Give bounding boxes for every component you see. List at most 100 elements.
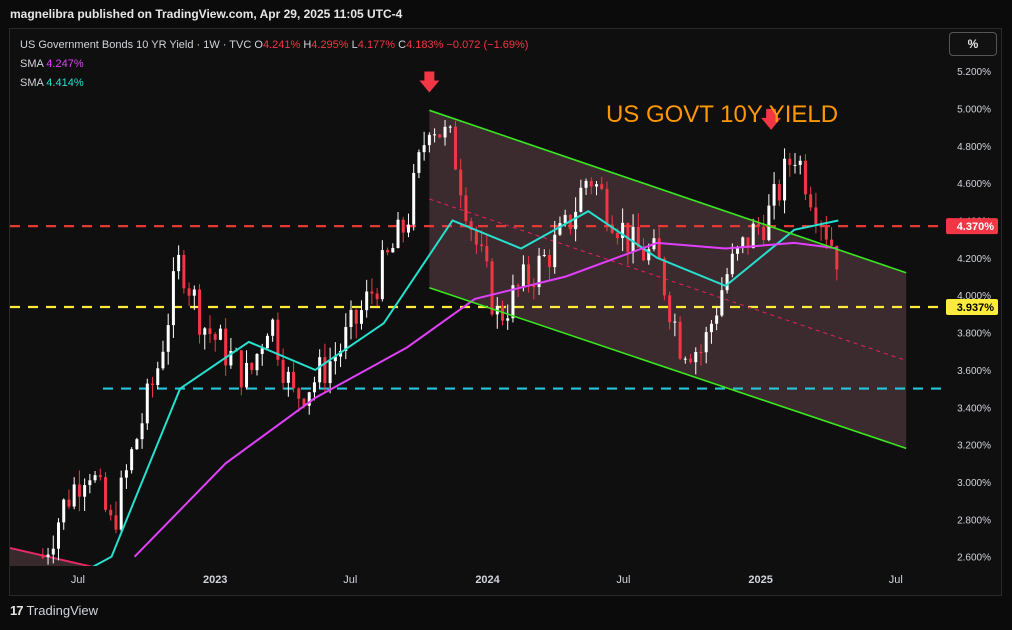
- candle-body: [57, 522, 61, 549]
- candle-body: [427, 134, 431, 146]
- candle-body: [250, 362, 254, 371]
- x-tick-label: Jul: [71, 574, 85, 586]
- candle-body: [203, 328, 207, 335]
- candle-body: [730, 253, 734, 275]
- candle-body: [694, 352, 698, 363]
- red-arrow-icon: [761, 108, 782, 130]
- close-value: 4.183%: [406, 39, 444, 51]
- channel-lower-line: [429, 286, 907, 450]
- candle-body: [98, 475, 102, 478]
- candle-body: [453, 126, 457, 170]
- price-label-box: [946, 218, 998, 235]
- publisher-line: magnelibra published on TradingView.com,…: [10, 7, 403, 21]
- candle-body: [683, 358, 687, 360]
- plot-area: [10, 71, 942, 566]
- candle-body: [151, 383, 155, 386]
- candle-body: [177, 254, 181, 272]
- candle-body: [104, 477, 108, 510]
- sma-cyan-line: [92, 210, 839, 566]
- candle-body: [803, 160, 807, 195]
- candle-body: [474, 229, 478, 245]
- legend-ohlc-row[interactable]: US Government Bonds 10 YR Yield · 1W · T…: [20, 36, 528, 55]
- candle-body: [255, 354, 259, 371]
- candle-body: [344, 326, 348, 351]
- candle-body: [621, 222, 625, 239]
- candle-body: [72, 484, 76, 507]
- candle-body: [558, 223, 562, 235]
- candle-body: [715, 315, 719, 324]
- price-label-box: [946, 298, 998, 315]
- candle-body: [297, 388, 301, 399]
- candle-body: [584, 180, 588, 188]
- sma1-label: SMA: [20, 58, 44, 70]
- candle-body: [830, 239, 834, 246]
- candle-body: [438, 134, 442, 138]
- candle-body: [589, 180, 593, 187]
- y-tick-label: 3.600%: [957, 366, 991, 377]
- candle-body: [809, 194, 813, 208]
- candle-body: [401, 219, 405, 233]
- candle-body: [218, 328, 222, 340]
- candle-body: [814, 207, 818, 225]
- candle-body: [171, 271, 175, 326]
- tradingview-brand[interactable]: TradingView: [26, 603, 99, 618]
- old-channel-fill: [10, 548, 150, 566]
- price-label-text: 4.370%: [957, 221, 995, 233]
- candle-body: [265, 335, 269, 349]
- candle-body: [824, 226, 828, 240]
- candle-body: [349, 309, 353, 327]
- candle-body: [375, 293, 379, 300]
- candle-body: [615, 232, 619, 239]
- candle-body: [271, 319, 275, 336]
- candle-body: [224, 328, 228, 366]
- candle-body: [260, 348, 264, 355]
- open-label: O: [254, 39, 263, 51]
- tradingview-logo-icon[interactable]: 17: [10, 603, 24, 618]
- candle-body: [527, 264, 531, 285]
- candle-body: [380, 250, 384, 300]
- symbol-title[interactable]: US Government Bonds 10 YR Yield · 1W · T…: [20, 39, 252, 51]
- y-tick-label: 3.200%: [957, 441, 991, 452]
- candle-body: [114, 515, 118, 530]
- candle-body: [286, 371, 290, 383]
- candle-body: [610, 224, 614, 233]
- y-tick-label: 4.000%: [957, 291, 991, 302]
- price-label-text: 3.937%: [957, 302, 995, 314]
- x-tick-label: 2024: [475, 574, 500, 586]
- high-label: H: [303, 39, 312, 51]
- candle-body: [77, 484, 81, 497]
- candle-body: [391, 247, 395, 253]
- candle-body: [213, 334, 217, 340]
- y-tick-label: 3.000%: [957, 478, 991, 489]
- candle-body: [798, 160, 802, 165]
- candle-body: [532, 284, 536, 288]
- candle-body: [412, 172, 416, 225]
- x-tick-label: 2025: [748, 574, 772, 586]
- candle-body: [88, 480, 92, 486]
- candle-body: [333, 356, 337, 362]
- percent-scale-button[interactable]: %: [949, 32, 997, 56]
- top-bar: magnelibra published on TradingView.com,…: [0, 0, 1012, 28]
- legend-sma2-row[interactable]: SMA 4.414%: [20, 74, 528, 93]
- y-tick-label: 2.600%: [957, 553, 991, 564]
- candle-body: [433, 134, 437, 136]
- candle-body: [239, 350, 243, 388]
- candle-body: [662, 258, 666, 296]
- candle-body: [46, 554, 50, 558]
- candle-body: [83, 485, 87, 497]
- candle-body: [506, 318, 510, 321]
- sma1-value: 4.247%: [46, 58, 84, 70]
- candle-body: [145, 383, 149, 424]
- candle-body: [767, 205, 771, 241]
- candle-body: [793, 164, 797, 166]
- candle-body: [647, 249, 651, 261]
- candle-body: [631, 226, 635, 253]
- candle-body: [124, 470, 128, 478]
- candle-body: [198, 289, 202, 335]
- high-value: 4.295%: [311, 39, 349, 51]
- legend-sma1-row[interactable]: SMA 4.247%: [20, 55, 528, 74]
- candle-body: [772, 184, 776, 206]
- candle-body: [292, 371, 296, 389]
- candle-body: [788, 158, 792, 165]
